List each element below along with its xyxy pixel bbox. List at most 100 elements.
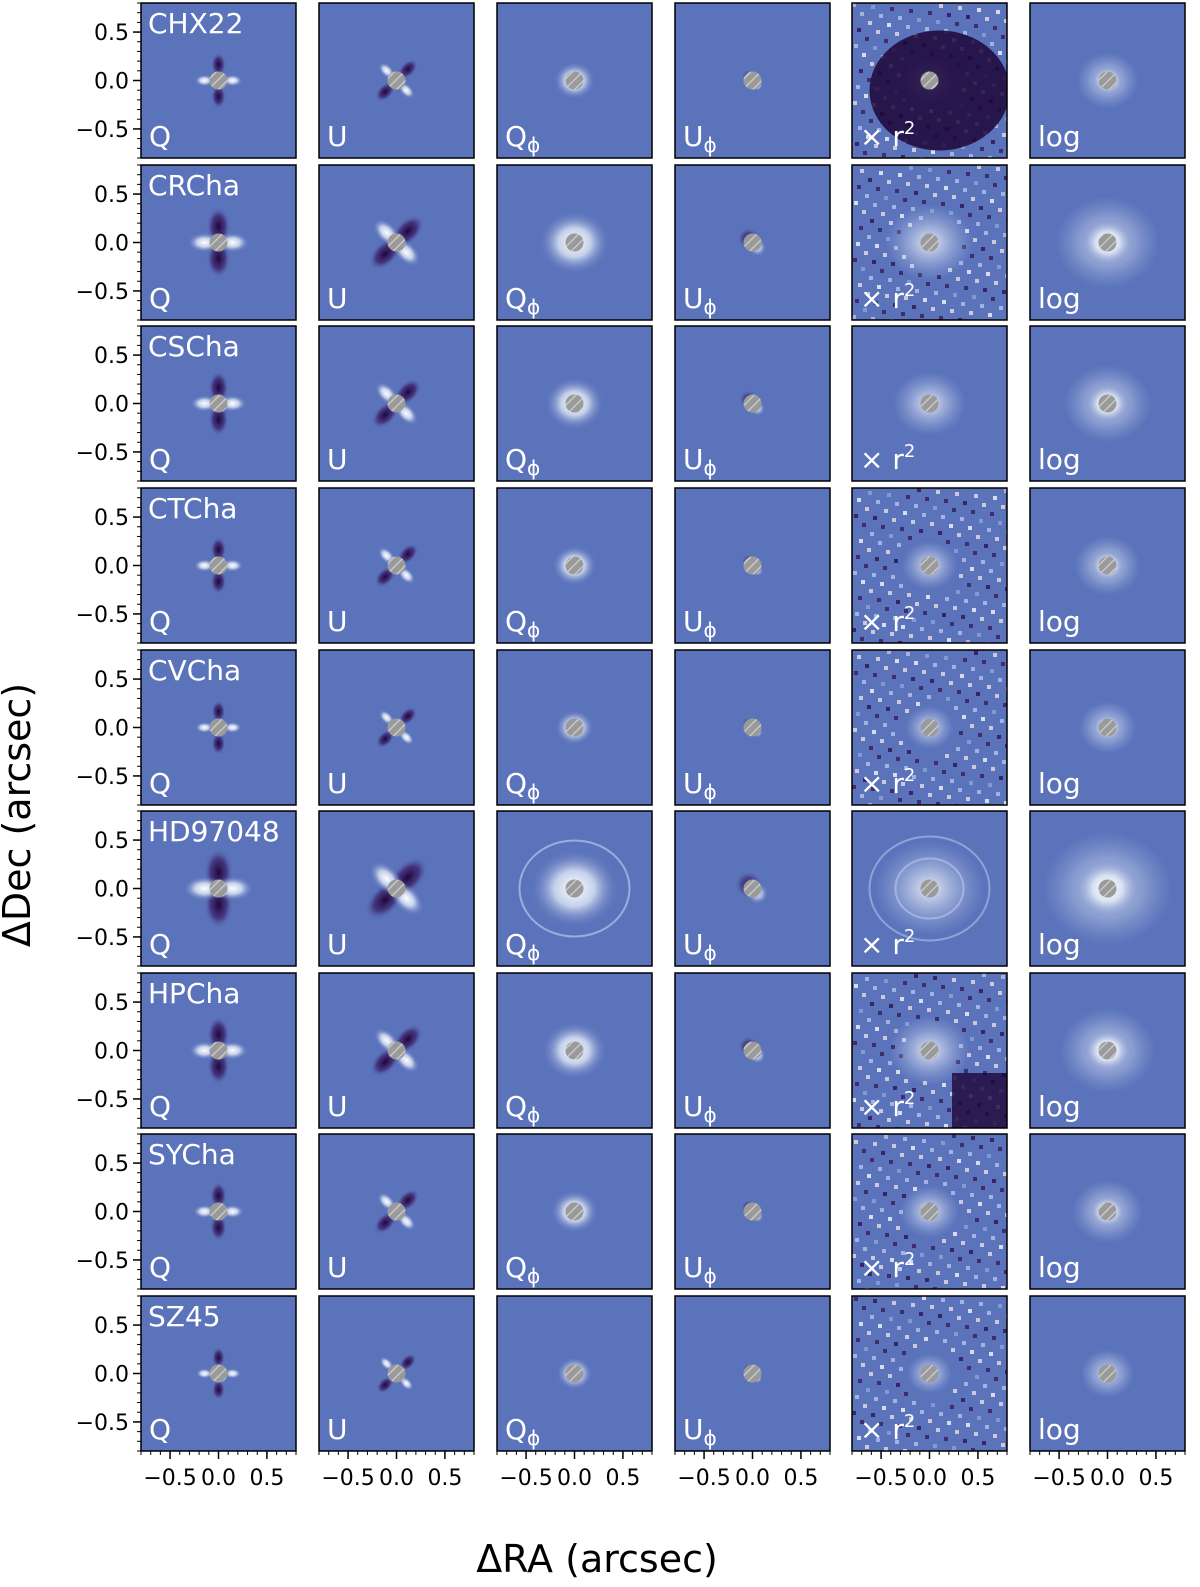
y-tick-label: 0.5 [94,668,129,693]
panel-label: log [1038,928,1081,961]
panel-label: Uϕ [683,120,717,157]
y-tick-label: 0.0 [94,1363,129,1388]
target-name: CHX22 [148,7,243,40]
x-tick-label: 0.0 [735,1466,770,1491]
coronagraph-mask [1098,718,1117,737]
panel-label: U [327,443,348,476]
panel-label: U [327,120,348,153]
panel-ctcha-2: Qϕ [496,487,653,644]
panel-label: Qϕ [505,120,540,157]
target-name: CRCha [148,169,240,202]
x-tick-label: 0.0 [201,1466,236,1491]
panel-label: Q [149,767,171,800]
panel-label: Q [149,1090,171,1123]
x-tick-label: 0.0 [912,1466,947,1491]
y-tick-label: 0.0 [94,717,129,742]
x-tick-label: 0.0 [1090,1466,1125,1491]
panel-cscha-2: Qϕ [496,325,653,482]
coronagraph-mask [209,233,228,252]
coronagraph-mask [387,71,406,90]
coronagraph-mask [920,394,939,413]
x-tick-label: −0.5 [854,1466,907,1491]
panel-hpcha-4: × r2 [851,972,1008,1129]
coronagraph-mask [209,1202,228,1221]
panel-ctcha-4: × r2 [851,487,1008,644]
coronagraph-mask [743,394,762,413]
x-tick-label: 0.5 [783,1466,818,1491]
panel-sycha-5: log [1029,1133,1186,1290]
panel-hd97048-5: log [1029,810,1186,967]
coronagraph-mask [565,1041,584,1060]
panel-chx22-2: Qϕ [496,2,653,159]
coronagraph-mask [565,394,584,413]
panel-label: U [327,605,348,638]
panel-label: Uϕ [683,1413,717,1450]
x-tick-label: −0.5 [321,1466,374,1491]
x-tick-label: 0.5 [960,1466,995,1491]
coronagraph-mask [387,718,406,737]
panel-label: Q [149,605,171,638]
y-tick-label: 0.5 [94,183,129,208]
coronagraph-mask [209,71,228,90]
coronagraph-mask [565,1364,584,1383]
panel-label: U [327,1090,348,1123]
y-tick-label: 0.0 [94,70,129,95]
panel-cscha-4: × r2 [851,325,1008,482]
panel-sycha-3: Uϕ [674,1133,831,1290]
panel-crcha-4: × r2 [851,164,1008,321]
panel-sycha-2: Qϕ [496,1133,653,1290]
y-tick-label: 0.5 [94,506,129,531]
coronagraph-mask [387,556,406,575]
coronagraph-mask [387,233,406,252]
panel-label: Q [149,1413,171,1446]
y-tick-label: 0.0 [94,1201,129,1226]
panel-label: log [1038,443,1081,476]
panel-label: Q [149,282,171,315]
coronagraph-mask [387,394,406,413]
y-tick-label: 0.5 [94,829,129,854]
coronagraph-mask [743,1364,762,1383]
panel-chx22-0: Q CHX22 −0.5 0.0 0.5 [76,2,297,159]
y-tick-label: 0.0 [94,555,129,580]
panel-label: Qϕ [505,605,540,642]
panel-hpcha-3: Uϕ [674,972,831,1129]
coronagraph-mask [387,1041,406,1060]
panel-chx22-4: × r2 [851,2,1008,159]
coronagraph-mask [920,879,939,898]
panel-hpcha-1: U [318,972,475,1129]
panel-cvcha-2: Qϕ [496,649,653,806]
y-tick-label: 0.0 [94,1040,129,1065]
y-tick-label: −0.5 [76,1411,129,1436]
panel-hd97048-2: Qϕ [496,810,653,967]
panel-crcha-2: Qϕ [496,164,653,321]
target-name: CVCha [148,654,241,687]
panel-hpcha-5: log [1029,972,1186,1129]
panel-label: Q [149,1251,171,1284]
coronagraph-mask [743,879,762,898]
y-tick-label: −0.5 [76,926,129,951]
panel-hd97048-3: Uϕ [674,810,831,967]
x-tick-label: 0.0 [379,1466,414,1491]
panel-cvcha-0: Q CVCha −0.5 0.0 0.5 [76,649,297,806]
panel-label: Qϕ [505,443,540,480]
panel-cscha-5: log [1029,325,1186,482]
y-tick-label: 0.5 [94,344,129,369]
coronagraph-mask [920,1041,939,1060]
panel-label: U [327,282,348,315]
panel-chx22-3: Uϕ [674,2,831,159]
panel-sz45-2: Qϕ−0.5 0.0 0.5 [496,1295,653,1491]
panel-cscha-1: U [318,325,475,482]
coronagraph-mask [743,1041,762,1060]
coronagraph-mask [743,71,762,90]
panel-cvcha-5: log [1029,649,1186,806]
coronagraph-mask [209,556,228,575]
y-axis-label: ΔDec (arcsec) [0,683,39,947]
panel-label: log [1038,1090,1081,1123]
panel-label: Uϕ [683,1090,717,1127]
panel-label: log [1038,1251,1081,1284]
coronagraph-mask [387,1202,406,1221]
panel-label: Uϕ [683,605,717,642]
x-tick-label: −0.5 [143,1466,196,1491]
panel-ctcha-1: U [318,487,475,644]
coronagraph-mask [920,556,939,575]
